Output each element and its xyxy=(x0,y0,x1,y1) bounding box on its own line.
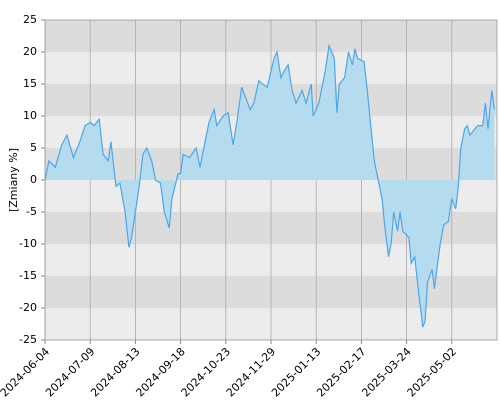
plot-frame xyxy=(44,19,498,341)
y-tick-label: 15 xyxy=(23,77,37,90)
y-tick-label: 0 xyxy=(30,173,37,186)
y-tick-label: 5 xyxy=(30,141,37,154)
line xyxy=(44,43,495,328)
y-tick-label: -15 xyxy=(19,269,37,282)
y-tick-label: 25 xyxy=(23,13,37,26)
y-tick-label: -20 xyxy=(19,301,37,314)
y-tick-label: 10 xyxy=(23,109,37,122)
area-fill xyxy=(45,45,495,328)
y-tick-label: -10 xyxy=(19,237,37,250)
y-tick-label: 20 xyxy=(23,45,37,58)
y-axis-title: [Zmiany %] xyxy=(7,148,20,212)
y-tick-label: -25 xyxy=(19,333,37,346)
y-tick-label: -5 xyxy=(26,205,37,218)
